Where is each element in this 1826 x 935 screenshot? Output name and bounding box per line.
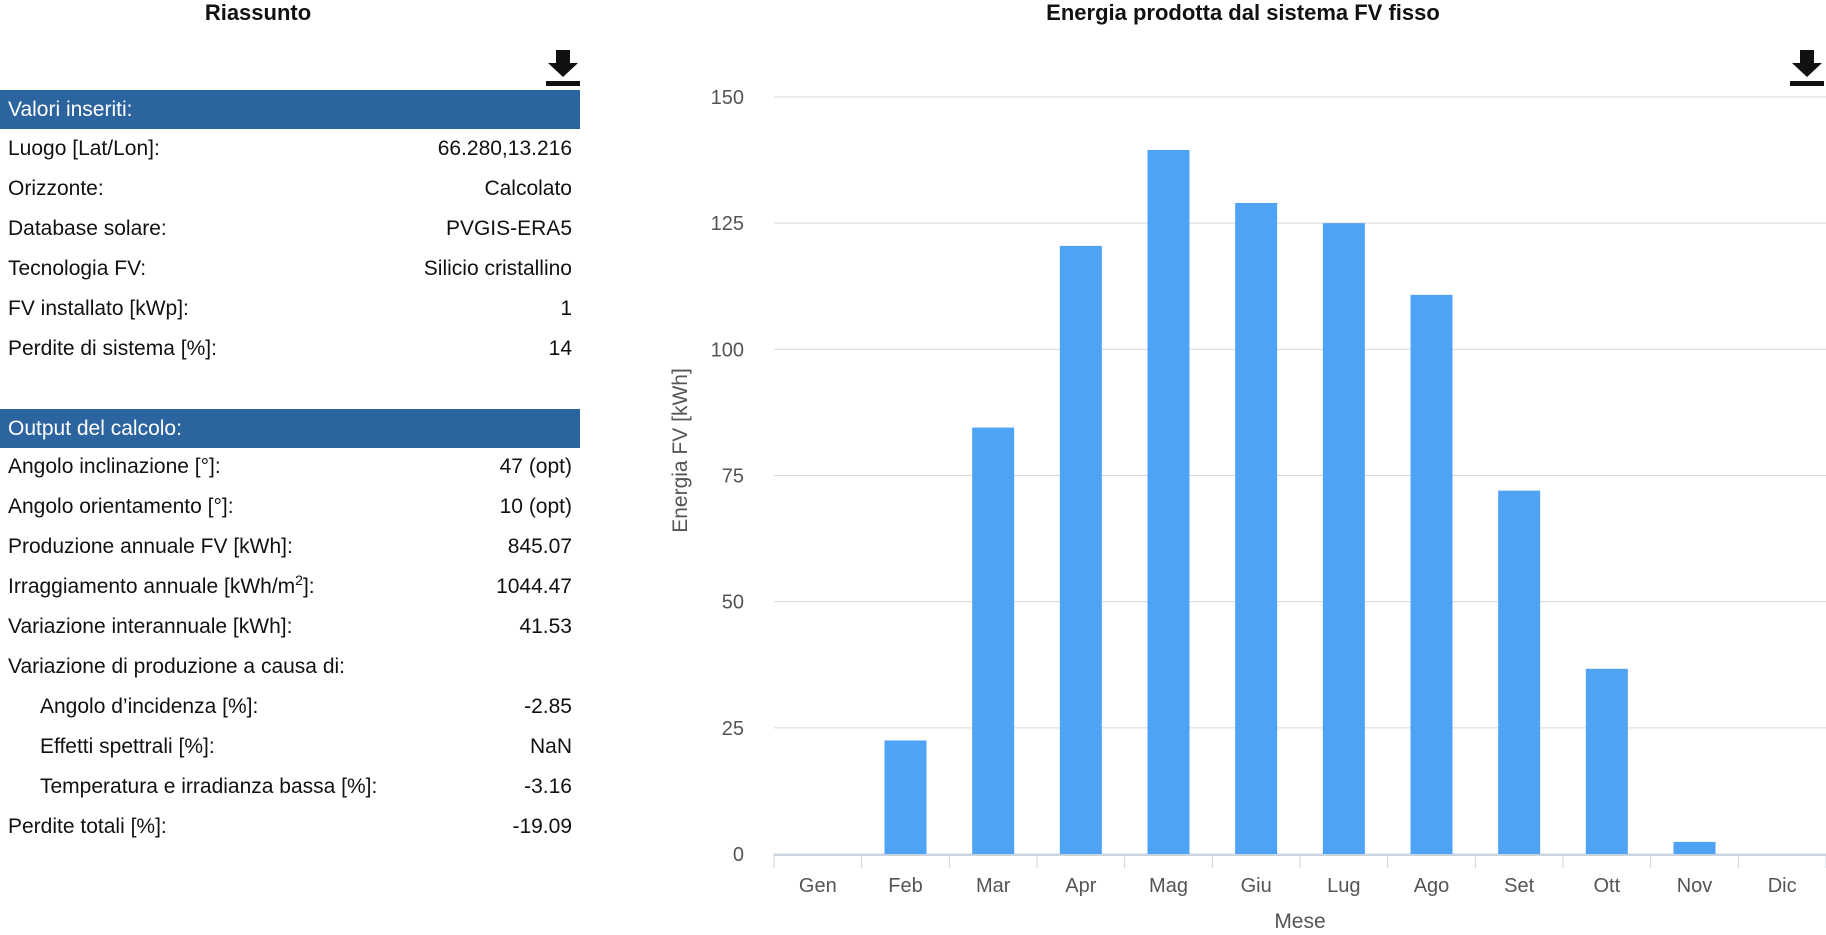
input-row-solar-database: Database solare: PVGIS-ERA5: [0, 209, 580, 249]
row-value: NaN: [529, 735, 572, 758]
output-row-total-loss: Perdite totali [%]: -19.09: [0, 807, 580, 847]
row-value: -3.16: [524, 775, 572, 798]
row-label: Angolo orientamento [°]:: [8, 495, 234, 518]
x-tick-label: Apr: [1065, 875, 1096, 897]
y-tick-label: 25: [722, 718, 744, 740]
row-value: 47 (opt): [499, 455, 572, 478]
output-row-yearly-irradiation: Irraggiamento annuale [kWh/m2]: 1044.47: [0, 567, 580, 607]
row-label: Irraggiamento annuale [kWh/m2]:: [8, 567, 315, 607]
row-value: -19.09: [512, 815, 572, 838]
y-axis-title: Energia FV [kWh]: [669, 368, 692, 533]
input-row-location: Luogo [Lat/Lon]: 66.280,13.216: [0, 129, 580, 169]
row-value: 845.07: [507, 535, 572, 558]
x-tick-label: Lug: [1327, 875, 1360, 897]
row-label: Perdite di sistema [%]:: [8, 337, 217, 360]
x-tick-label: Giu: [1241, 875, 1272, 897]
input-row-system-loss: Perdite di sistema [%]: 14: [0, 329, 580, 369]
row-value: Silicio cristallino: [423, 257, 572, 280]
download-icon[interactable]: [546, 50, 580, 86]
summary-title: Riassunto: [204, 0, 312, 25]
bar: [1147, 149, 1190, 854]
download-icon[interactable]: [1790, 50, 1824, 86]
bar-chart: 0 25 50 75 100 125 150 Gen Feb Mar Apr Mag Giu Lug Ago…: [669, 87, 1826, 933]
bar: [1673, 841, 1716, 854]
outputs-section-header: Output del calcolo:: [0, 409, 580, 448]
row-label: Tecnologia FV:: [8, 257, 147, 280]
x-axis-title: Mese: [1274, 910, 1325, 933]
bar: [1059, 245, 1102, 855]
row-value: 1: [560, 297, 572, 320]
row-label: Effetti spettrali [%]:: [40, 735, 215, 758]
output-row-slope-angle: Angolo inclinazione [°]: 47 (opt): [0, 447, 580, 487]
row-label: FV installato [kWp]:: [8, 297, 189, 320]
row-label: Variazione di produzione a causa di:: [8, 655, 345, 678]
y-tick-label: 150: [711, 87, 744, 109]
x-tick-label: Nov: [1677, 875, 1713, 897]
row-value: -2.85: [524, 695, 572, 718]
inputs-section-header: Valori inseriti:: [0, 90, 580, 129]
bar: [1235, 202, 1278, 855]
row-label: Luogo [Lat/Lon]:: [8, 137, 160, 160]
row-label: Angolo d’incidenza [%]:: [40, 695, 259, 718]
row-value: 41.53: [519, 615, 572, 638]
bar: [1410, 294, 1453, 854]
input-row-installed-power: FV installato [kWp]: 1: [0, 289, 580, 329]
row-label: Database solare:: [8, 217, 167, 240]
row-label: Produzione annuale FV [kWh]:: [8, 535, 293, 558]
x-tick-label: Dic: [1768, 875, 1797, 897]
output-row-spectral-effects: Effetti spettrali [%]: NaN: [0, 727, 580, 767]
row-label: Perdite totali [%]:: [8, 815, 167, 838]
bar: [884, 740, 927, 854]
output-row-aoi-loss: Angolo d’incidenza [%]: -2.85: [0, 687, 580, 727]
output-row-temperature-irradiance-loss: Temperatura e irradianza bassa [%]: -3.1…: [0, 767, 580, 807]
input-row-pv-technology: Tecnologia FV: Silicio cristallino: [0, 249, 580, 289]
label-suffix: ]:: [302, 575, 315, 598]
y-tick-label: 50: [722, 592, 744, 614]
y-tick-label: 0: [733, 844, 744, 866]
y-tick-label: 75: [722, 466, 744, 488]
outputs-list: Angolo inclinazione [°]: 47 (opt) Angolo…: [0, 447, 580, 847]
row-label: Orizzonte:: [8, 177, 104, 200]
row-value: Calcolato: [484, 177, 572, 200]
x-tick-label: Mag: [1149, 875, 1188, 897]
label-prefix: Irraggiamento annuale [kWh/m: [8, 575, 296, 598]
bar: [1498, 490, 1541, 854]
x-tick-label: Gen: [799, 875, 837, 897]
x-tick-label: Set: [1504, 875, 1534, 897]
label-superscript: 2: [295, 572, 303, 588]
bar: [1322, 223, 1365, 854]
output-row-changes-heading: Variazione di produzione a causa di:: [0, 647, 580, 687]
input-row-horizon: Orizzonte: Calcolato: [0, 169, 580, 209]
row-value: 1044.47: [496, 575, 572, 598]
chart-title: Energia prodotta dal sistema FV fisso: [1046, 0, 1440, 25]
row-label: Temperatura e irradianza bassa [%]:: [40, 775, 378, 798]
output-row-yearly-production: Produzione annuale FV [kWh]: 845.07: [0, 527, 580, 567]
x-tick-label: Mar: [976, 875, 1011, 897]
output-row-year-to-year-variability: Variazione interannuale [kWh]: 41.53: [0, 607, 580, 647]
row-value: 14: [548, 337, 572, 360]
x-tick-label: Ott: [1593, 875, 1620, 897]
row-value: 66.280,13.216: [437, 137, 572, 160]
inputs-list: Luogo [Lat/Lon]: 66.280,13.216 Orizzonte…: [0, 129, 580, 369]
row-value: PVGIS-ERA5: [445, 217, 572, 240]
row-label: Angolo inclinazione [°]:: [8, 455, 221, 478]
bar: [1585, 668, 1628, 854]
y-tick-label: 125: [711, 213, 744, 235]
row-label: Variazione interannuale [kWh]:: [8, 615, 293, 638]
x-tick-label: Ago: [1414, 875, 1450, 897]
output-row-azimuth-angle: Angolo orientamento [°]: 10 (opt): [0, 487, 580, 527]
y-tick-label: 100: [711, 339, 744, 361]
bar: [972, 427, 1015, 854]
row-value: 10 (opt): [499, 495, 572, 518]
x-tick-label: Feb: [888, 875, 922, 897]
